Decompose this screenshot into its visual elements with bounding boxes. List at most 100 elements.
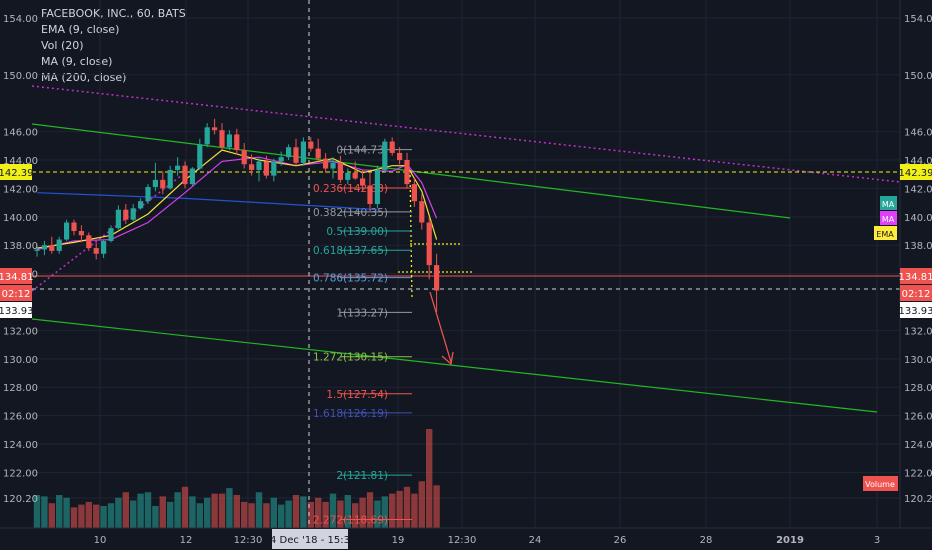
level-badge-left-bg (0, 164, 32, 180)
volume-bar-51 (411, 493, 418, 528)
chart-grid (32, 0, 900, 528)
ma-tag-1-bg (880, 196, 897, 210)
candle-body-36 (300, 141, 306, 163)
ma-tag-2-bg (880, 211, 897, 225)
legend-vol[interactable]: Vol (20) (41, 39, 84, 52)
series-0 (36, 192, 378, 211)
volume-bar-48 (389, 493, 396, 528)
price-tick-r-0: 154.00 (904, 14, 932, 25)
yellow-dotted-vertical (409, 169, 413, 301)
candle-body-22 (197, 144, 203, 169)
fib-label-3: 0.5(139.00) (326, 226, 388, 238)
fib-label-10: 2(121.81) (336, 470, 388, 482)
ema-tag: EMA (876, 230, 894, 239)
volume-bar-23 (204, 497, 211, 528)
level-badge-right-bg (900, 164, 932, 180)
candle-body-16 (152, 179, 158, 187)
volume-bar-52 (418, 481, 425, 528)
candle-body-18 (167, 169, 173, 189)
candle-body-49 (397, 152, 403, 161)
crosshair-time-label: 14 Dec '18 - 15:30 (264, 535, 357, 546)
volume-bar-10 (107, 503, 115, 528)
countdown-badge-right: 02:12 (902, 289, 931, 300)
drawings (31, 0, 901, 528)
candle-body-32 (271, 161, 277, 176)
volume-bar-12 (122, 492, 129, 528)
volume-bar-33 (278, 504, 285, 528)
volume-bar-31 (263, 503, 270, 528)
volume-bar-44 (359, 497, 366, 528)
candle-body-41 (337, 162, 343, 180)
candle-body-34 (286, 147, 292, 158)
price-tick-r-4: 142.00 (904, 184, 932, 195)
price-tick-r-3: 144.00 (904, 156, 932, 167)
crosshair-badge-left: 133.93 (0, 306, 34, 317)
candle-body-52 (419, 201, 425, 223)
volume-bar-32 (270, 497, 277, 528)
fib-label-9: 1.618(126.19) (313, 408, 388, 420)
volume-bar-53 (426, 429, 433, 528)
price-tick-l-14: 120.20 (3, 494, 38, 505)
candle-body-2 (49, 245, 55, 251)
volume-bar-39 (322, 501, 329, 528)
price-tick-l-5: 140.00 (3, 213, 38, 224)
volume-bar-43 (352, 503, 359, 528)
volume-bar-54 (433, 485, 440, 528)
volume-bar-27 (233, 495, 240, 528)
candle-body-9 (101, 240, 107, 254)
volume-bars (33, 429, 440, 528)
candle-body-3 (56, 239, 62, 251)
ma-tag-1: MA (882, 200, 895, 209)
volume-tag: Volume (865, 480, 895, 489)
volume-bar-0 (33, 495, 41, 528)
volume-bar-29 (248, 503, 255, 528)
magenta-support-line (31, 174, 183, 292)
candle-body-24 (212, 127, 218, 131)
price-tick-r-13: 122.00 (904, 468, 932, 479)
projection-arrow-head (441, 351, 454, 366)
volume-bar-26 (226, 488, 233, 528)
volume-bar-42 (344, 495, 351, 528)
candle-body-38 (315, 148, 321, 159)
price-tick-l-11: 126.00 (3, 412, 38, 423)
volume-bar-11 (115, 497, 122, 528)
price-tick-l-4: 142.00 (3, 184, 38, 195)
candle-body-19 (175, 165, 181, 170)
candle-body-25 (219, 130, 225, 148)
fib-label-0: 0(144.73) (336, 145, 388, 157)
candle-body-23 (204, 127, 210, 145)
last-badge-right-bg (900, 268, 932, 284)
legend-ma200[interactable]: MA (200, close) (41, 71, 127, 84)
candle-body-37 (308, 141, 314, 149)
candle-body-6 (78, 231, 84, 236)
candle-body-30 (256, 161, 262, 170)
candle-body-27 (234, 134, 240, 151)
time-label-4: 12:30 (448, 535, 477, 546)
candle-body-4 (64, 222, 70, 240)
volume-bar-13 (130, 500, 137, 528)
price-axis-left: 154.00 150.00 146.00 144.00 142.00 140.00 138.… (0, 14, 38, 505)
volume-bar-30 (255, 492, 263, 528)
ma-tag-2: MA (882, 215, 895, 224)
candle-body-54 (434, 265, 440, 291)
volume-bar-4 (63, 497, 70, 528)
time-axis-bg (0, 528, 932, 550)
volume-bar-3 (56, 495, 63, 528)
candle-body-17 (160, 179, 166, 189)
price-tick-r-1: 150.00 (904, 71, 932, 82)
crosshair-badge-right-bg (900, 302, 932, 318)
legend-ma9[interactable]: MA (9, close) (41, 55, 113, 68)
candle-body-47 (382, 141, 388, 170)
crosshair-badge-right: 133.93 (899, 306, 932, 317)
price-tick-l-1: 150.00 (3, 71, 38, 82)
last-badge-right: 134.81 (899, 272, 932, 283)
volume-bar-14 (137, 493, 144, 528)
candle-body-35 (293, 147, 299, 163)
time-label-7: 28 (700, 535, 713, 546)
price-axis-right: 154.00 150.00 146.00 144.00 142.00 140.00 138.… (899, 0, 932, 528)
candle-body-1 (41, 245, 47, 250)
projection-arrow-line (429, 291, 452, 363)
fib-label-5: 0.786(135.72) (313, 273, 388, 285)
price-tick-r-10: 128.00 (904, 383, 932, 394)
